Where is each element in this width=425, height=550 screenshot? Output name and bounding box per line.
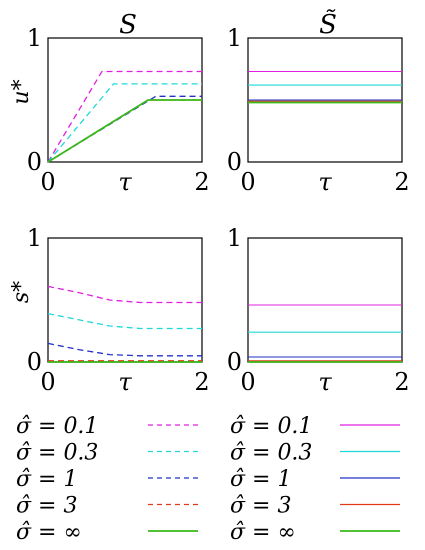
plot-top-left: 0 2 0 1 τ u*: [9, 24, 210, 196]
x-axis-label: τ: [118, 368, 132, 396]
panel-title-right: S̃: [319, 9, 337, 40]
x-tick-label: 2: [194, 168, 209, 196]
y-tick-label: 0: [227, 348, 242, 376]
x-axis-label: τ: [118, 168, 132, 196]
legend-label: σ̂ = 3: [16, 494, 77, 519]
legend-label: σ̂ = 1: [16, 467, 77, 492]
y-tick-label: 0: [227, 148, 242, 176]
legend-entry: σ̂ = 1: [16, 467, 198, 492]
legend-label: σ̂ = 3: [230, 494, 291, 519]
y-axis-label: u*: [9, 79, 34, 104]
y-tick-label: 0: [27, 348, 42, 376]
legend-entry: σ̂ = 0.1: [230, 414, 400, 439]
panel-title-left: S: [119, 10, 137, 40]
plot-bottom-left: 0 2 0 1 τ s*: [9, 224, 210, 396]
x-tick-label: 0: [240, 368, 255, 396]
series-line: [47, 285, 202, 304]
legend-entry: σ̂ = 0.3: [230, 441, 400, 466]
legend-entry: σ̂ = ∞: [230, 520, 400, 545]
y-tick-label: 1: [227, 224, 242, 252]
plot-top-right: 0 2 0 1 τ: [227, 24, 410, 196]
legend-entry: σ̂ = 0.3: [16, 441, 198, 466]
legend-label: σ̂ = ∞: [16, 520, 82, 545]
x-tick-label: 2: [194, 368, 209, 396]
x-tick-label: 2: [394, 168, 409, 196]
x-axis-label: τ: [318, 368, 332, 396]
y-tick-label: 1: [227, 24, 242, 52]
y-tick-label: 0: [27, 148, 42, 176]
legend-label: σ̂ = 0.3: [230, 441, 312, 466]
plot-frame: [247, 237, 403, 363]
legend-right: σ̂ = 0.1σ̂ = 0.3σ̂ = 1σ̂ = 3σ̂ = ∞: [230, 414, 400, 545]
legend-entry: σ̂ = 0.1: [16, 414, 198, 439]
series-line: [47, 83, 202, 163]
series-line: [47, 99, 202, 163]
legend-entry: σ̂ = 3: [16, 494, 198, 519]
series-line: [47, 312, 202, 330]
legend-label: σ̂ = 0.3: [16, 441, 98, 466]
y-tick-label: 1: [27, 224, 42, 252]
series-line: [47, 70, 202, 163]
legend-label: σ̂ = 1: [230, 467, 291, 492]
legend-label: σ̂ = 0.1: [230, 414, 312, 439]
plot-frame: [47, 237, 203, 363]
series-line: [47, 99, 202, 163]
y-axis-label: s*: [9, 281, 34, 303]
series-line: [47, 95, 202, 163]
legend-label: σ̂ = ∞: [230, 520, 296, 545]
legend-entry: σ̂ = 1: [230, 467, 400, 492]
y-tick-label: 1: [27, 24, 42, 52]
legend-label: σ̂ = 0.1: [16, 414, 98, 439]
x-tick-label: 2: [394, 368, 409, 396]
legend-entry: σ̂ = ∞: [16, 520, 198, 545]
x-axis-label: τ: [318, 168, 332, 196]
x-tick-label: 0: [240, 168, 255, 196]
series-line: [47, 342, 202, 357]
plot-bottom-right: 0 2 0 1 τ: [227, 224, 410, 396]
x-tick-label: 0: [40, 368, 55, 396]
legend-left: σ̂ = 0.1σ̂ = 0.3σ̂ = 1σ̂ = 3σ̂ = ∞: [16, 414, 198, 545]
legend-entry: σ̂ = 3: [230, 494, 400, 519]
x-tick-label: 0: [40, 168, 55, 196]
